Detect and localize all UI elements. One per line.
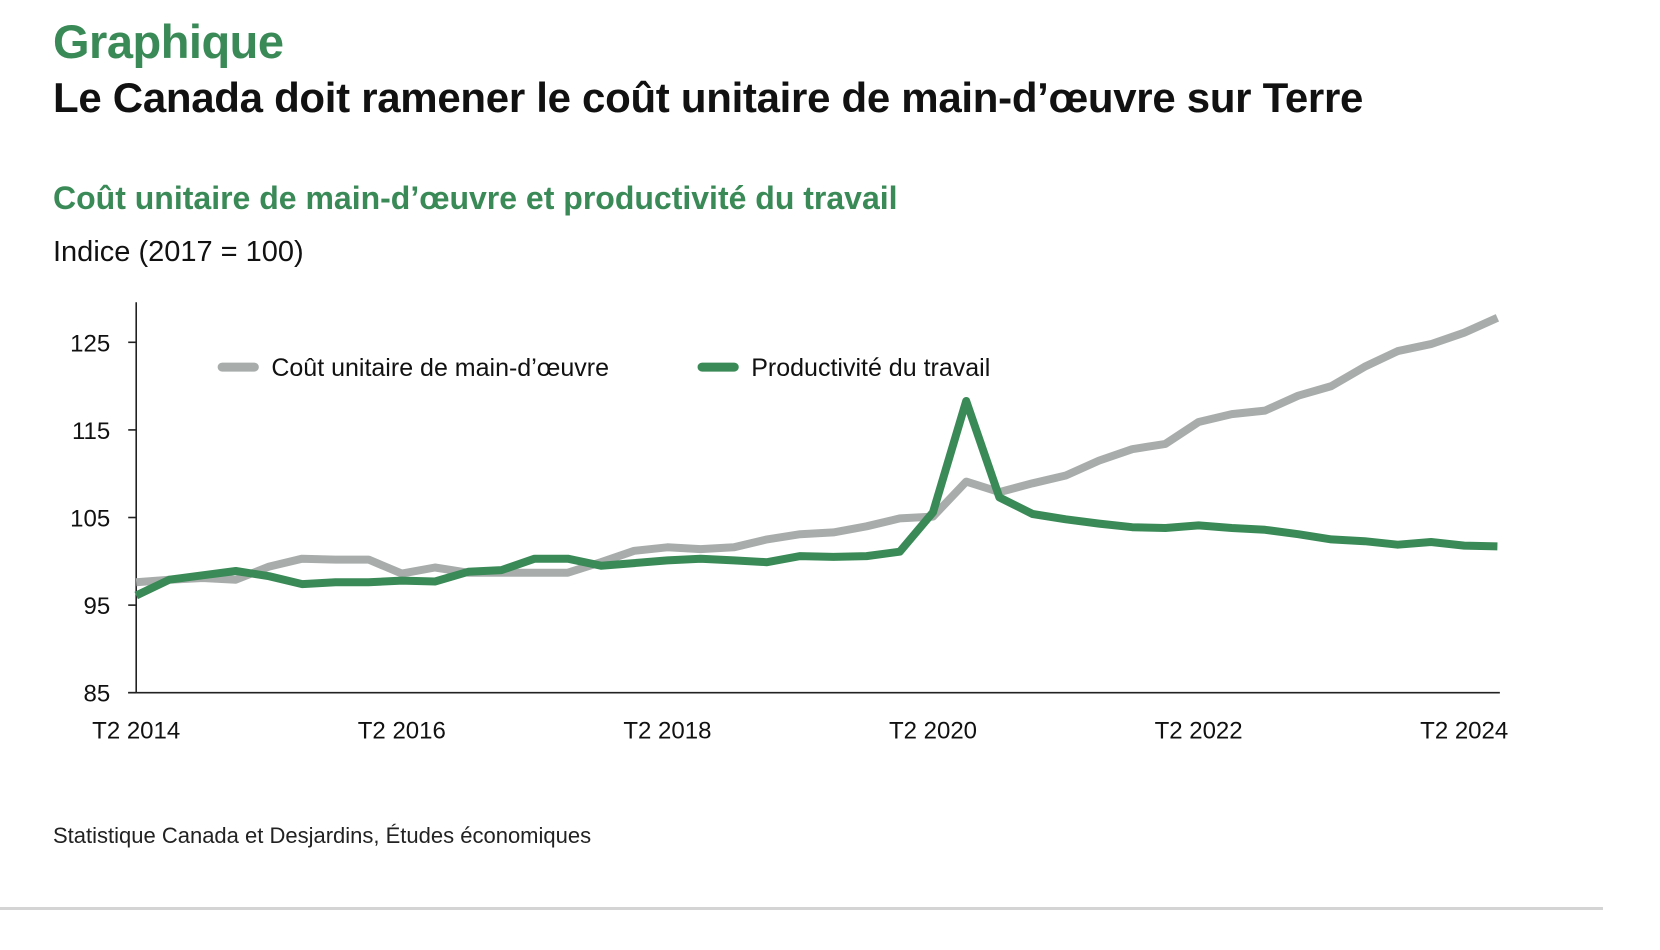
x-tick-label: T2 2022 (1155, 718, 1243, 745)
legend-label-labour-cost: Coût unitaire de main-d’œuvre (271, 354, 609, 382)
y-tick-label: 115 (72, 418, 110, 445)
x-tick-label: T2 2020 (889, 718, 977, 745)
y-axis-unit-label: Indice (2017 = 100) (53, 236, 304, 268)
series-line-productivity (134, 397, 1498, 600)
y-tick-label: 95 (84, 593, 111, 620)
y-tick-label: 125 (70, 330, 110, 357)
x-tick-label: T2 2014 (92, 718, 180, 745)
legend-label-productivity: Productivité du travail (751, 354, 990, 382)
x-tick-label: T2 2018 (623, 718, 711, 745)
source-note: Statistique Canada et Desjardins, Études… (53, 823, 592, 848)
page-title: Le Canada doit ramener le coût unitaire … (53, 74, 1364, 121)
footer-divider (0, 907, 1603, 910)
y-tick-label: 105 (70, 506, 110, 533)
chart-legend: Coût unitaire de main-d’œuvre Productivit… (217, 354, 990, 382)
chart-axes (128, 302, 1500, 694)
chart-series (134, 314, 1500, 600)
series-line-labour-cost (135, 314, 1500, 587)
chart-kicker: Graphique (53, 15, 284, 68)
y-tick-label: 85 (84, 681, 111, 708)
x-axis-ticks: T2 2014 T2 2016 T2 2018 T2 2020 T2 2022 T2 20… (92, 718, 1508, 745)
y-axis-ticks: 85 95 105 115 125 (70, 330, 137, 708)
chart-subtitle: Coût unitaire de main-d’œuvre et product… (53, 180, 898, 216)
x-tick-label: T2 2024 (1420, 718, 1508, 745)
x-tick-label: T2 2016 (358, 718, 446, 745)
